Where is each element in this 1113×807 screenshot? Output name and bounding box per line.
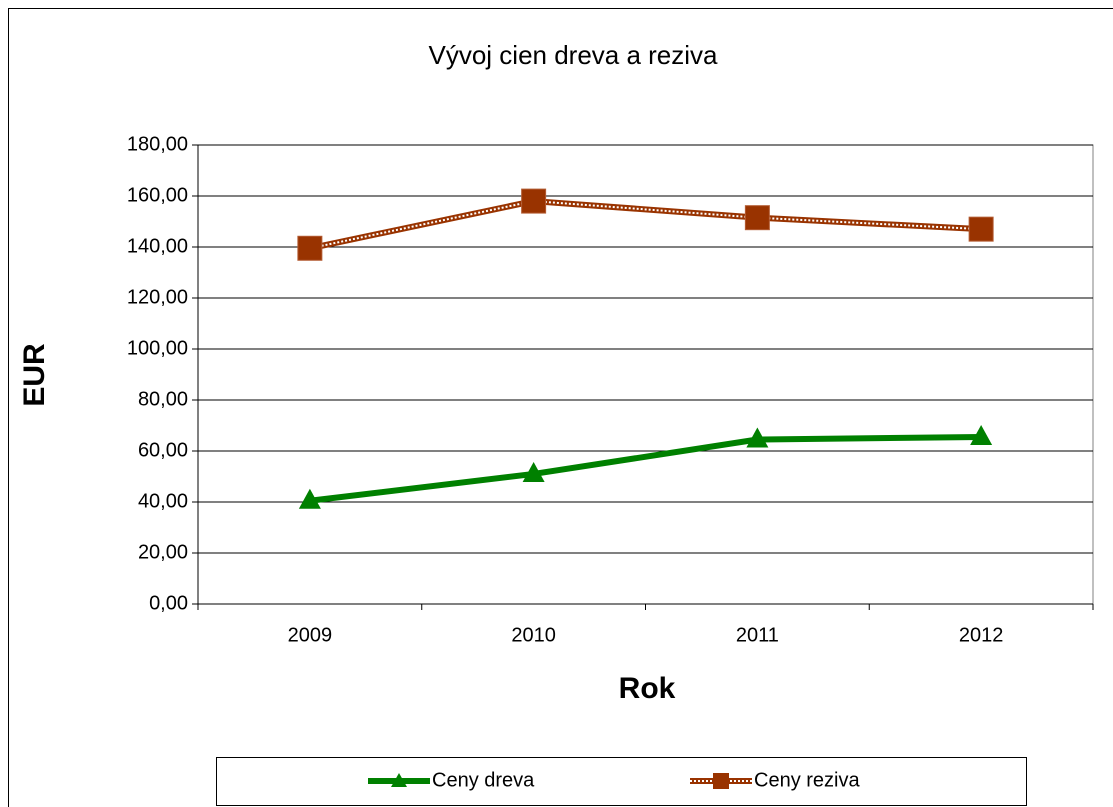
y-tick-label: 20,00 (138, 541, 188, 563)
x-tick-label: 2012 (959, 624, 1004, 646)
chart-title: Vývoj cien dreva a reziva (428, 40, 718, 70)
y-tick-label: 40,00 (138, 490, 188, 512)
marker (298, 488, 321, 509)
y-tick-label: 180,00 (127, 133, 188, 155)
marker (968, 216, 994, 242)
marker (746, 427, 769, 448)
x-axis-label: Rok (619, 672, 676, 705)
plot-area (197, 144, 1094, 605)
marker (744, 205, 770, 231)
marker (970, 424, 993, 445)
y-tick-label: 0,00 (149, 592, 188, 614)
x-tick-label: 2011 (736, 624, 779, 646)
series-line (309, 433, 982, 504)
y-tick-label: 60,00 (138, 439, 188, 461)
legend-marker (713, 773, 729, 789)
legend-label: Ceny reziva (754, 769, 860, 791)
legend-box (216, 757, 1027, 806)
x-tick-label: 2010 (511, 624, 556, 646)
marker (297, 235, 323, 261)
y-tick-label: 120,00 (127, 286, 188, 308)
x-tick-label: 2009 (288, 624, 333, 646)
legend-label: Ceny dreva (432, 769, 535, 791)
series-line-pattern (309, 200, 982, 250)
y-tick-label: 80,00 (138, 388, 188, 410)
legend-marker (391, 773, 407, 787)
y-tick-label: 100,00 (127, 337, 188, 359)
y-tick-label: 140,00 (127, 235, 188, 257)
marker (522, 461, 545, 482)
marker (521, 188, 547, 214)
y-axis-label: EUR (18, 343, 51, 407)
y-tick-label: 160,00 (127, 184, 188, 206)
